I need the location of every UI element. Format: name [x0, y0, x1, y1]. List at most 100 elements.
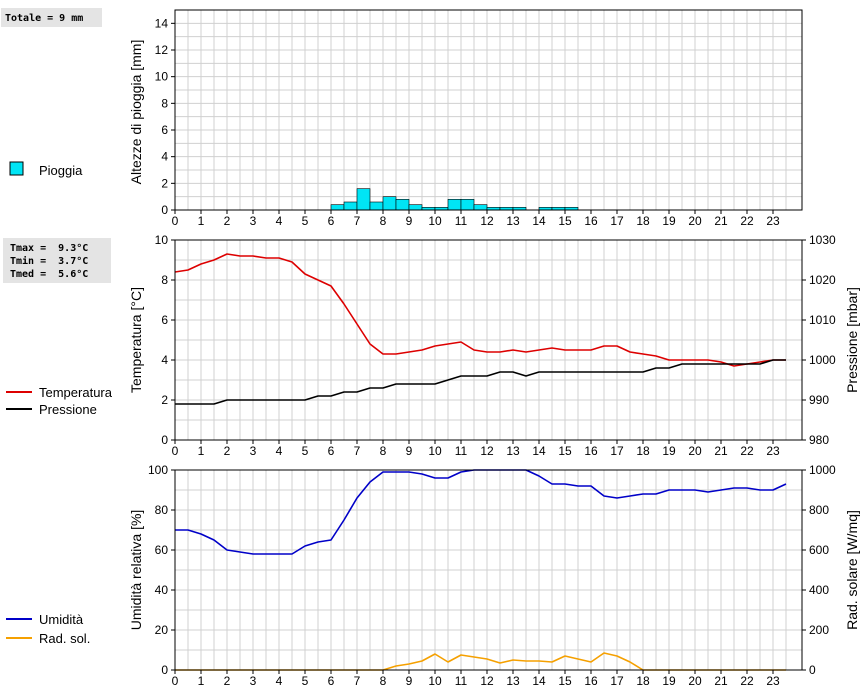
y-tick-label: 0	[161, 433, 168, 447]
y-tick-label: 10	[155, 233, 169, 247]
y-tick-label: 4	[161, 150, 168, 164]
x-tick-label: 19	[662, 214, 676, 228]
y2-tick-label: 1000	[809, 463, 836, 477]
x-tick-label: 18	[636, 214, 650, 228]
rain-bar	[473, 204, 488, 211]
x-tick-label: 22	[740, 444, 754, 458]
rain-bar	[343, 201, 358, 211]
x-tick-label: 14	[532, 214, 546, 228]
x-tick-label: 14	[532, 444, 546, 458]
x-tick-label: 10	[428, 674, 442, 688]
x-tick-label: 6	[328, 444, 335, 458]
x-tick-label: 12	[480, 444, 494, 458]
x-tick-label: 16	[584, 674, 598, 688]
x-tick-label: 15	[558, 214, 572, 228]
x-tick-label: 11	[455, 674, 468, 688]
x-tick-label: 16	[584, 214, 598, 228]
y-tick-label: 14	[155, 16, 169, 30]
x-tick-label: 21	[714, 444, 728, 458]
x-tick-label: 12	[480, 214, 494, 228]
x-tick-label: 2	[224, 674, 231, 688]
plot-frame	[174, 239, 803, 441]
x-tick-label: 0	[172, 674, 179, 688]
x-tick-label: 22	[740, 214, 754, 228]
y-tick-label: 2	[161, 393, 168, 407]
plot-frame	[174, 469, 803, 671]
rain-y-axis-title: Altezze di pioggia [mm]	[128, 40, 144, 185]
legend-solar-label: Rad. sol.	[39, 631, 90, 646]
legend-rain-label: Pioggia	[39, 163, 83, 178]
y-tick-label: 60	[155, 543, 169, 557]
y2-tick-label: 400	[809, 583, 829, 597]
x-tick-label: 15	[558, 444, 572, 458]
x-tick-label: 21	[714, 214, 728, 228]
x-tick-label: 3	[250, 674, 257, 688]
x-tick-label: 3	[250, 444, 257, 458]
rain-bar	[382, 196, 397, 211]
temp-y-axis-title: Temperatura [°C]	[128, 287, 144, 393]
x-tick-label: 8	[380, 444, 387, 458]
rad-sol-line	[175, 652, 786, 671]
y2-tick-label: 1030	[809, 233, 836, 247]
y-tick-label: 6	[161, 123, 168, 137]
x-tick-label: 20	[688, 444, 702, 458]
y-tick-label: 10	[155, 70, 169, 84]
x-tick-label: 13	[506, 214, 520, 228]
x-tick-label: 10	[428, 214, 442, 228]
legend-rain-swatch	[9, 161, 24, 176]
pressure-y-axis-title: Pressione [mbar]	[844, 287, 860, 393]
x-tick-label: 17	[610, 674, 624, 688]
rain-total-text: Totale = 9 mm	[5, 13, 83, 24]
y2-tick-label: 1020	[809, 273, 836, 287]
x-tick-label: 14	[532, 674, 546, 688]
y-tick-label: 0	[161, 663, 168, 677]
x-tick-label: 0	[172, 444, 179, 458]
x-tick-label: 2	[224, 214, 231, 228]
rain-bar	[369, 201, 384, 211]
plot-frame	[174, 9, 803, 211]
x-tick-label: 11	[455, 444, 468, 458]
tmin-text: Tmin = 3.7°C	[10, 255, 88, 267]
x-tick-label: 8	[380, 674, 387, 688]
x-tick-label: 13	[506, 444, 520, 458]
rain-bar	[395, 199, 410, 211]
temp-summary-box	[3, 238, 111, 283]
legend-temp-label: Temperatura	[39, 385, 113, 400]
rain-bar	[447, 199, 462, 211]
x-tick-label: 6	[328, 214, 335, 228]
x-tick-label: 1	[198, 674, 205, 688]
x-tick-label: 21	[714, 674, 728, 688]
tmax-text: Tmax = 9.3°C	[10, 243, 88, 254]
x-tick-label: 17	[610, 214, 624, 228]
x-tick-label: 12	[480, 674, 494, 688]
x-tick-label: 10	[428, 444, 442, 458]
y2-tick-label: 200	[809, 623, 829, 637]
x-tick-label: 16	[584, 444, 598, 458]
x-tick-label: 5	[302, 444, 309, 458]
x-tick-label: 7	[354, 674, 361, 688]
x-tick-label: 22	[740, 674, 754, 688]
y-tick-label: 20	[155, 623, 169, 637]
y-tick-label: 6	[161, 313, 168, 327]
x-tick-label: 9	[406, 674, 413, 688]
x-tick-label: 17	[610, 444, 624, 458]
x-tick-label: 19	[662, 674, 676, 688]
tmed-text: Tmed = 5.6°C	[10, 269, 88, 280]
y-tick-label: 40	[155, 583, 169, 597]
x-tick-label: 18	[636, 674, 650, 688]
y-tick-label: 80	[155, 503, 169, 517]
x-tick-label: 3	[250, 214, 257, 228]
legend-pressure-label: Pressione	[39, 402, 97, 417]
y2-tick-label: 980	[809, 433, 829, 447]
x-tick-label: 4	[276, 214, 283, 228]
rain-bar	[356, 188, 371, 211]
y-tick-label: 8	[161, 273, 168, 287]
x-tick-label: 6	[328, 674, 335, 688]
y-tick-label: 8	[161, 96, 168, 110]
temperatura-line	[174, 253, 786, 367]
y-tick-label: 4	[161, 353, 168, 367]
y2-tick-label: 1000	[809, 353, 836, 367]
x-tick-label: 20	[688, 674, 702, 688]
x-tick-label: 23	[766, 214, 780, 228]
